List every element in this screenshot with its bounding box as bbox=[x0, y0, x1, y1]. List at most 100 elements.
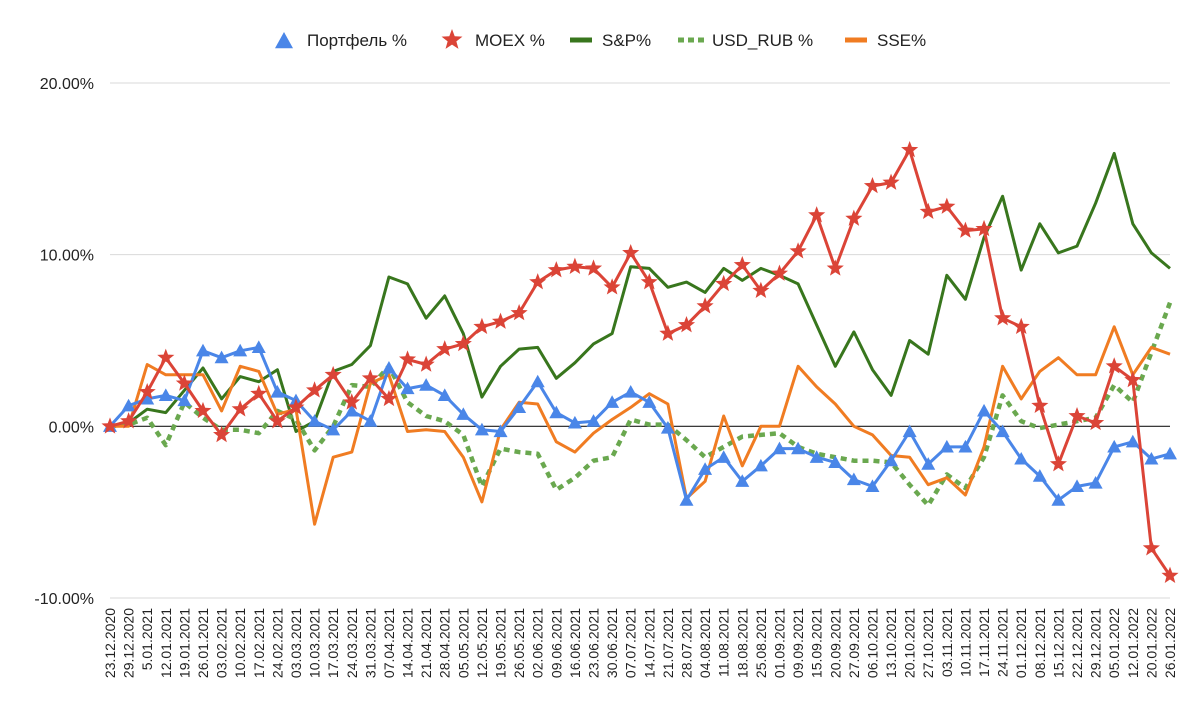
x-tick-label: 12.01.2021 bbox=[158, 608, 174, 678]
data-point bbox=[121, 398, 136, 412]
data-point bbox=[437, 388, 452, 402]
data-point bbox=[939, 439, 954, 453]
x-tick-label: 01.12.2021 bbox=[1013, 608, 1029, 678]
data-point bbox=[1031, 396, 1049, 414]
data-point bbox=[735, 474, 750, 487]
x-tick-label: 14.07.2021 bbox=[641, 608, 657, 678]
x-tick-label: 20.10.2021 bbox=[902, 608, 918, 678]
x-tick-label: 21.07.2021 bbox=[660, 608, 676, 678]
data-point bbox=[270, 385, 285, 398]
data-point bbox=[417, 355, 435, 372]
legend-label: USD_RUB % bbox=[712, 31, 813, 50]
x-tick-label: 07.04.2021 bbox=[381, 608, 397, 678]
data-point bbox=[1049, 455, 1067, 472]
x-tick-label: 17.03.2021 bbox=[325, 608, 341, 678]
x-tick-label: 17.11.2021 bbox=[976, 608, 992, 677]
data-point bbox=[977, 403, 992, 417]
data-point bbox=[454, 334, 472, 352]
data-point bbox=[1144, 451, 1159, 465]
x-axis: 23.12.2020 29.12.2020 5.01.2021 12.01.2021 1… bbox=[102, 608, 1178, 678]
x-tick-label: 09.09.2021 bbox=[790, 608, 806, 678]
x-tick-label: 07.07.2021 bbox=[623, 608, 639, 678]
data-point bbox=[400, 381, 415, 395]
data-point bbox=[1163, 446, 1177, 460]
x-tick-label: 26.01.2021 bbox=[195, 608, 211, 678]
data-point bbox=[808, 206, 826, 223]
data-point bbox=[529, 273, 547, 290]
data-point bbox=[436, 340, 454, 357]
data-point bbox=[1088, 475, 1103, 489]
x-tick-label: 09.06.2021 bbox=[548, 608, 564, 678]
data-point bbox=[324, 365, 342, 383]
x-tick-label: 29.12.2021 bbox=[1088, 608, 1104, 678]
x-tick-label: 11.08.2021 bbox=[716, 608, 732, 677]
x-tick-label: 12.01.2022 bbox=[1125, 608, 1141, 678]
x-tick-label: 15.12.2021 bbox=[1050, 608, 1066, 678]
data-point bbox=[772, 441, 787, 455]
data-point bbox=[380, 389, 398, 407]
data-point bbox=[195, 343, 210, 357]
data-point bbox=[120, 412, 138, 429]
data-point bbox=[307, 414, 322, 427]
data-point bbox=[752, 281, 770, 298]
data-point bbox=[584, 259, 603, 276]
series-line bbox=[108, 345, 1171, 502]
data-point bbox=[567, 415, 582, 429]
data-point bbox=[640, 273, 658, 290]
x-tick-label: 10.02.2021 bbox=[232, 608, 248, 678]
data-point bbox=[882, 173, 900, 190]
data-point bbox=[1142, 539, 1160, 556]
y-tick-label: 20.00% bbox=[40, 76, 94, 93]
data-point bbox=[530, 374, 545, 388]
data-point bbox=[677, 316, 696, 333]
y-tick-label: 10.00% bbox=[40, 248, 94, 265]
x-tick-label: 31.03.2021 bbox=[362, 608, 378, 678]
legend-label: Портфель % bbox=[307, 31, 407, 50]
x-tick-label: 10.11.2021 bbox=[957, 608, 973, 677]
data-point bbox=[605, 395, 620, 408]
x-tick-label: 15.09.2021 bbox=[809, 608, 825, 678]
x-tick-label: 27.09.2021 bbox=[846, 608, 862, 678]
data-point bbox=[1161, 566, 1179, 583]
data-point bbox=[1051, 493, 1066, 506]
x-tick-label: 25.08.2021 bbox=[753, 608, 769, 678]
data-point bbox=[194, 401, 212, 419]
legend-label: SSE% bbox=[877, 31, 926, 50]
x-tick-label: 24.02.2021 bbox=[269, 608, 285, 678]
data-point bbox=[287, 398, 305, 415]
chart-legend: Портфель % MOEX % S&P% USD_RUB % SSE% bbox=[275, 29, 926, 50]
data-point bbox=[306, 381, 324, 398]
series-line bbox=[109, 301, 1173, 508]
x-tick-label: 05.05.2021 bbox=[455, 608, 471, 678]
data-point bbox=[958, 439, 973, 453]
data-point bbox=[398, 350, 417, 367]
data-point bbox=[566, 257, 584, 274]
x-tick-label: 23.12.2020 bbox=[102, 608, 118, 678]
y-tick-label: 0.00% bbox=[49, 419, 94, 436]
data-point bbox=[698, 462, 713, 475]
data-point bbox=[456, 407, 471, 420]
data-point bbox=[157, 348, 175, 365]
data-point bbox=[473, 317, 491, 335]
data-point bbox=[343, 393, 361, 410]
x-tick-label: 16.06.2021 bbox=[567, 608, 583, 678]
data-point bbox=[1105, 357, 1123, 374]
x-tick-label: 06.10.2021 bbox=[864, 608, 880, 678]
data-point bbox=[344, 403, 359, 417]
x-tick-label: 5.01.2021 bbox=[139, 608, 155, 670]
data-point bbox=[901, 140, 919, 158]
data-point bbox=[177, 393, 192, 407]
x-tick-label: 26.05.2021 bbox=[511, 608, 527, 678]
x-tick-label: 28.04.2021 bbox=[437, 608, 453, 678]
data-point bbox=[826, 259, 844, 276]
y-tick-label: -10.00% bbox=[34, 591, 94, 608]
data-point bbox=[268, 412, 286, 429]
data-point bbox=[1107, 439, 1122, 453]
x-tick-label: 23.06.2021 bbox=[586, 608, 602, 678]
x-tick-label: 04.08.2021 bbox=[697, 608, 713, 678]
data-point bbox=[251, 340, 266, 353]
legend-label: MOEX % bbox=[475, 31, 545, 50]
legend-marker bbox=[275, 32, 293, 49]
data-point bbox=[1068, 407, 1086, 424]
